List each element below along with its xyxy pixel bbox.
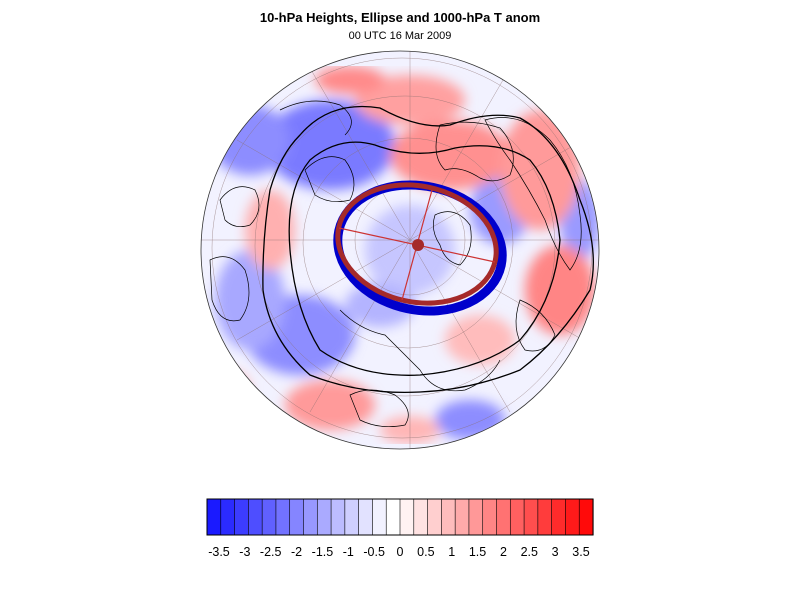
- anomaly-blotch: [285, 380, 375, 430]
- anomaly-blotch: [345, 283, 415, 327]
- anomaly-blotch: [390, 120, 510, 190]
- colorbar-swatch: [316, 498, 332, 536]
- anomaly-blotch: [435, 400, 505, 440]
- colorbar-tick-label: 3: [552, 545, 559, 559]
- colorbar-tick-label: -2.5: [260, 545, 282, 559]
- anomaly-blotch: [265, 100, 395, 190]
- colorbar-swatch: [454, 498, 470, 536]
- colorbar-swatch: [275, 498, 291, 536]
- colorbar-tick-label: 1.5: [469, 545, 486, 559]
- colorbar-tick-label: -1: [343, 545, 354, 559]
- colorbar: -3.5 -3 -2.5 -2 -1.5 -1 -0.5 0 0.5 1 1.5 2 2.5 3 3.5: [206, 498, 594, 559]
- colorbar-tick-label: -3.5: [208, 545, 230, 559]
- colorbar-swatch: [509, 498, 525, 536]
- colorbar-swatch: [220, 498, 236, 536]
- colorbar-swatch: [289, 498, 305, 536]
- colorbar-tick-label: 2: [500, 545, 507, 559]
- anomaly-blotch: [210, 105, 290, 175]
- colorbar-tick-label: -2: [291, 545, 302, 559]
- anomaly-blotch: [315, 66, 385, 94]
- colorbar-tick-label: 3.5: [572, 545, 589, 559]
- colorbar-swatch: [413, 498, 429, 536]
- colorbar-tick-label: 0.5: [417, 545, 434, 559]
- colorbar-swatch: [441, 498, 456, 536]
- anomaly-blotch: [445, 315, 515, 365]
- vortex-ellipse-group: [333, 180, 507, 316]
- vortex-ellipse: [335, 182, 499, 306]
- colorbar-swatch: [372, 498, 387, 536]
- colorbar-tick-label: 0: [397, 545, 404, 559]
- colorbar-swatch: [303, 498, 318, 536]
- colorbar-swatch: [248, 498, 263, 536]
- colorbar-tick-label: -1.5: [312, 545, 334, 559]
- height-contour-outer: [262, 105, 594, 394]
- colorbar-tick-label: -0.5: [363, 545, 385, 559]
- colorbar-swatch: [399, 498, 415, 536]
- colorbar-frame: [206, 498, 594, 536]
- height-contours: [262, 105, 594, 394]
- colorbar-swatch: [496, 498, 511, 536]
- colorbar-swatch: [551, 498, 567, 536]
- colorbar-swatch: [523, 498, 539, 536]
- colorbar-swatch: [468, 498, 484, 536]
- colorbar-tick-label: -3: [239, 545, 250, 559]
- anomaly-blotch: [201, 370, 250, 410]
- colorbar-swatch: [206, 498, 222, 536]
- colorbar-swatch: [482, 498, 498, 536]
- anomaly-blotch: [215, 250, 285, 350]
- map-disk: [201, 51, 599, 449]
- colorbar-swatch: [385, 498, 401, 536]
- colorbar-swatch: [261, 498, 277, 536]
- colorbar-swatch: [344, 498, 360, 536]
- figure-title: 10-hPa Heights, Ellipse and 1000-hPa T a…: [259, 10, 541, 25]
- colorbar-swatch: [330, 498, 346, 536]
- colorbar-swatch: [578, 498, 594, 536]
- figure-subtitle: 00 UTC 16 Mar 2009: [348, 30, 452, 42]
- anomaly-blotch: [525, 245, 595, 335]
- height-contour-inner: [288, 141, 561, 376]
- colorbar-swatch: [358, 498, 374, 536]
- colorbar-swatch: [565, 498, 580, 536]
- map-border: [200, 50, 600, 450]
- colorbar-tick-label: 2.5: [521, 545, 538, 559]
- ellipse-center-marker: [412, 239, 424, 251]
- anomaly-blotch: [245, 190, 295, 270]
- colorbar-swatch: [537, 498, 553, 536]
- colorbar-swatch: [234, 498, 249, 536]
- colorbar-tick-label: 1: [448, 545, 455, 559]
- colorbar-swatch: [427, 498, 442, 536]
- anomaly-blotch: [500, 110, 580, 230]
